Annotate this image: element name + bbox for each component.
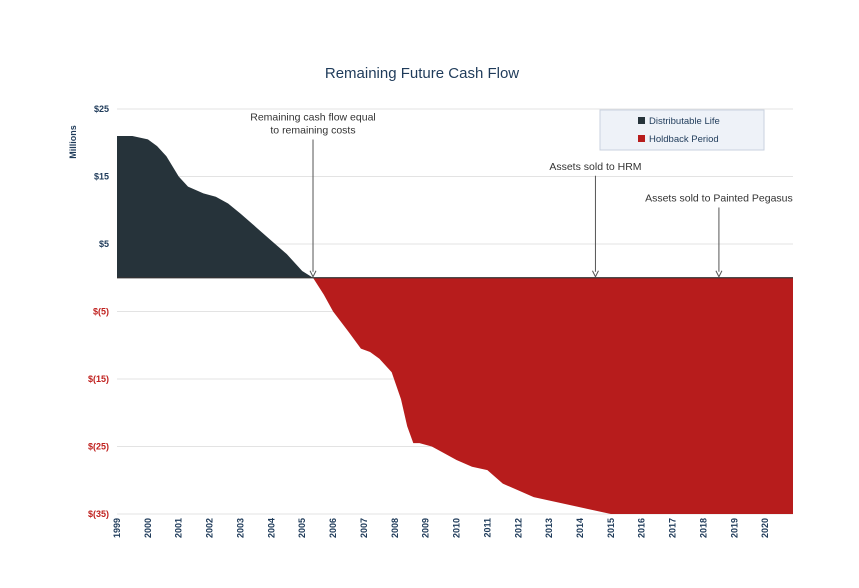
annotation-2-line-0: Assets sold to Painted Pegasus <box>645 192 793 204</box>
annotation-0-line-1: to remaining costs <box>270 124 355 136</box>
annotation-1-line-0: Assets sold to HRM <box>549 161 641 173</box>
x-tick-label-2020: 2020 <box>760 518 770 538</box>
y-tick-label-4: $(15) <box>88 374 109 384</box>
x-tick-label-2019: 2019 <box>729 518 739 538</box>
series-areas <box>117 136 793 514</box>
series-area-distributable-life <box>117 136 313 278</box>
x-tick-label-2015: 2015 <box>606 518 616 538</box>
x-tick-label-2014: 2014 <box>575 518 585 538</box>
x-tick-label-1999: 1999 <box>112 518 122 538</box>
x-tick-label-2007: 2007 <box>359 518 369 538</box>
x-tick-label-2012: 2012 <box>513 518 523 538</box>
x-tick-label-2002: 2002 <box>205 518 215 538</box>
x-tick-label-2001: 2001 <box>174 518 184 538</box>
x-tick-label-2004: 2004 <box>266 518 276 538</box>
x-tick-label-2008: 2008 <box>390 518 400 538</box>
legend-swatch-distributable-life <box>638 117 645 124</box>
x-tick-label-2018: 2018 <box>699 518 709 538</box>
x-tick-label-2016: 2016 <box>637 518 647 538</box>
annotation-arrowhead-2 <box>715 270 723 278</box>
x-tick-label-2017: 2017 <box>668 518 678 538</box>
annotation-arrowhead-0 <box>309 270 317 278</box>
legend-label-distributable-life: Distributable Life <box>649 116 720 127</box>
y-tick-label-5: $(25) <box>88 442 109 452</box>
x-tick-label-2000: 2000 <box>143 518 153 538</box>
legend-box <box>599 109 765 151</box>
y-tick-label-2: $5 <box>99 239 109 249</box>
y-tick-label-1: $15 <box>94 172 109 182</box>
annotation-0-line-0: Remaining cash flow equal <box>250 111 376 123</box>
x-tick-label-2011: 2011 <box>482 518 492 538</box>
x-tick-label-2005: 2005 <box>297 518 307 538</box>
y-axis-label: Millions <box>68 125 78 159</box>
annotation-arrowhead-1 <box>592 270 599 278</box>
series-area-holdback-period <box>313 277 793 514</box>
y-tick-label-0: $25 <box>94 104 109 114</box>
x-tick-label-2006: 2006 <box>328 518 338 538</box>
x-axis-ticks: 1999 2000 2001 2002 2003 2004 2005 2006 2007 2008… <box>112 518 770 538</box>
x-tick-label-2013: 2013 <box>544 518 554 538</box>
chart-title: Remaining Future Cash Flow <box>325 65 519 82</box>
x-tick-label-2010: 2010 <box>452 518 462 538</box>
legend: Distributable Life Holdback Period <box>599 109 765 151</box>
legend-swatch-holdback-period <box>638 135 645 142</box>
legend-label-holdback-period: Holdback Period <box>649 134 719 145</box>
y-axis-ticks: $25 $15 $5 $(5) $(15) $(25) $(35) <box>88 104 109 519</box>
x-tick-label-2009: 2009 <box>421 518 431 538</box>
x-tick-label-2003: 2003 <box>236 518 246 538</box>
y-tick-label-3: $(5) <box>93 307 109 317</box>
y-tick-label-6: $(35) <box>88 509 109 519</box>
